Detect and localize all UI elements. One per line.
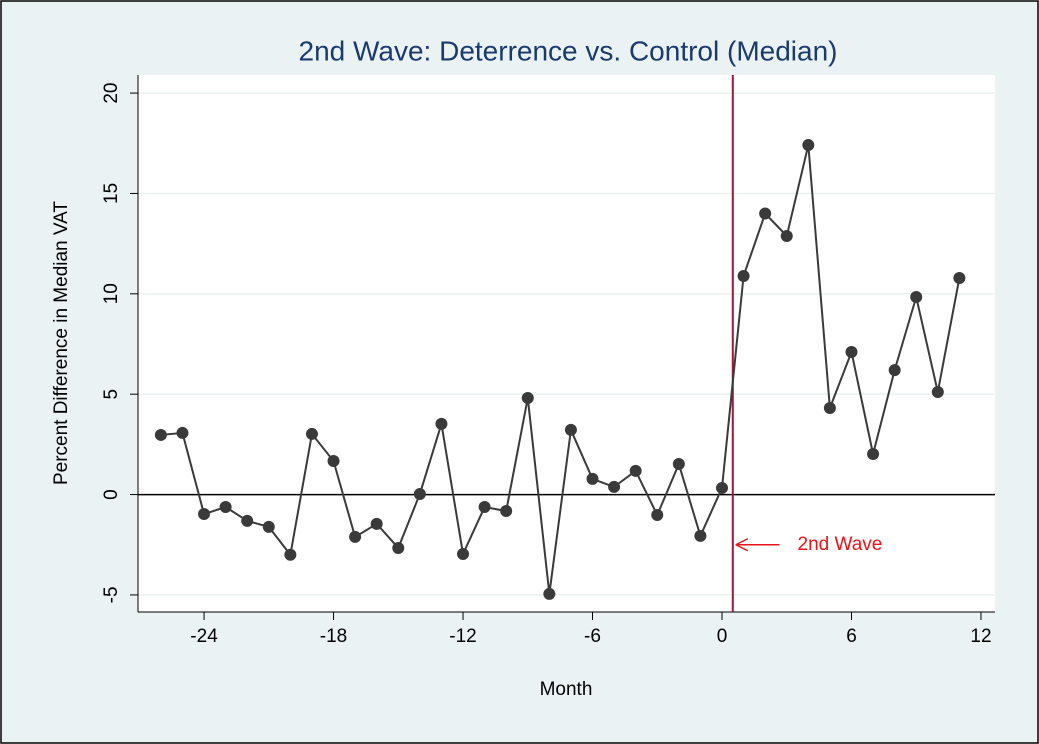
data-point xyxy=(823,402,836,415)
data-point xyxy=(564,423,577,436)
data-point xyxy=(198,508,211,521)
data-point xyxy=(262,520,275,533)
data-point xyxy=(780,229,793,242)
data-point xyxy=(953,271,966,284)
annotation: 2nd Wave xyxy=(798,534,883,555)
data-point xyxy=(931,385,944,398)
data-point xyxy=(284,548,297,561)
x-tick-label: 6 xyxy=(846,626,857,647)
data-point xyxy=(435,417,448,430)
data-point xyxy=(715,481,728,494)
data-point xyxy=(672,458,685,471)
y-tick-label: 20 xyxy=(101,82,122,103)
data-point xyxy=(651,509,664,522)
chart-title: 2nd Wave: Deterrence vs. Control (Median… xyxy=(299,35,838,66)
data-point xyxy=(737,269,750,282)
data-point xyxy=(478,501,491,514)
x-tick-label: -24 xyxy=(190,626,218,647)
data-point xyxy=(413,487,426,500)
annotation-arrowhead xyxy=(735,538,749,552)
x-axis-label: Month xyxy=(540,679,593,700)
y-tick-label: 5 xyxy=(101,389,122,400)
plot-area xyxy=(138,75,995,612)
data-point xyxy=(867,448,880,461)
data-point xyxy=(521,392,534,405)
y-tick-label: 0 xyxy=(101,489,122,500)
y-tick-label: 10 xyxy=(101,283,122,304)
x-tick-label: -18 xyxy=(320,626,347,647)
data-point xyxy=(349,530,362,543)
data-point xyxy=(392,541,405,554)
series-line xyxy=(160,144,961,595)
x-tick-label: 12 xyxy=(970,626,991,647)
data-point xyxy=(910,291,923,304)
data-point xyxy=(694,529,707,542)
data-point xyxy=(154,428,167,441)
data-point xyxy=(845,346,858,359)
data-point xyxy=(608,480,621,493)
data-point xyxy=(219,501,232,514)
data-point xyxy=(370,517,383,530)
data-point xyxy=(176,426,189,439)
data-point xyxy=(802,139,815,152)
data-point xyxy=(241,514,254,527)
x-tick-label: -6 xyxy=(584,626,601,647)
data-point xyxy=(759,207,772,220)
y-axis-label: Percent Difference in Median VAT xyxy=(51,201,72,485)
data-point xyxy=(500,505,513,518)
data-point xyxy=(586,472,599,485)
data-point xyxy=(629,464,642,477)
data-point xyxy=(327,455,340,468)
y-tick-label: 15 xyxy=(101,183,122,204)
data-point xyxy=(305,427,318,440)
data-point xyxy=(457,547,470,560)
x-tick-label: -12 xyxy=(449,626,476,647)
y-tick-label: -5 xyxy=(101,586,122,603)
data-point xyxy=(888,364,901,377)
data-point xyxy=(543,587,556,600)
x-tick-label: 0 xyxy=(717,626,728,647)
